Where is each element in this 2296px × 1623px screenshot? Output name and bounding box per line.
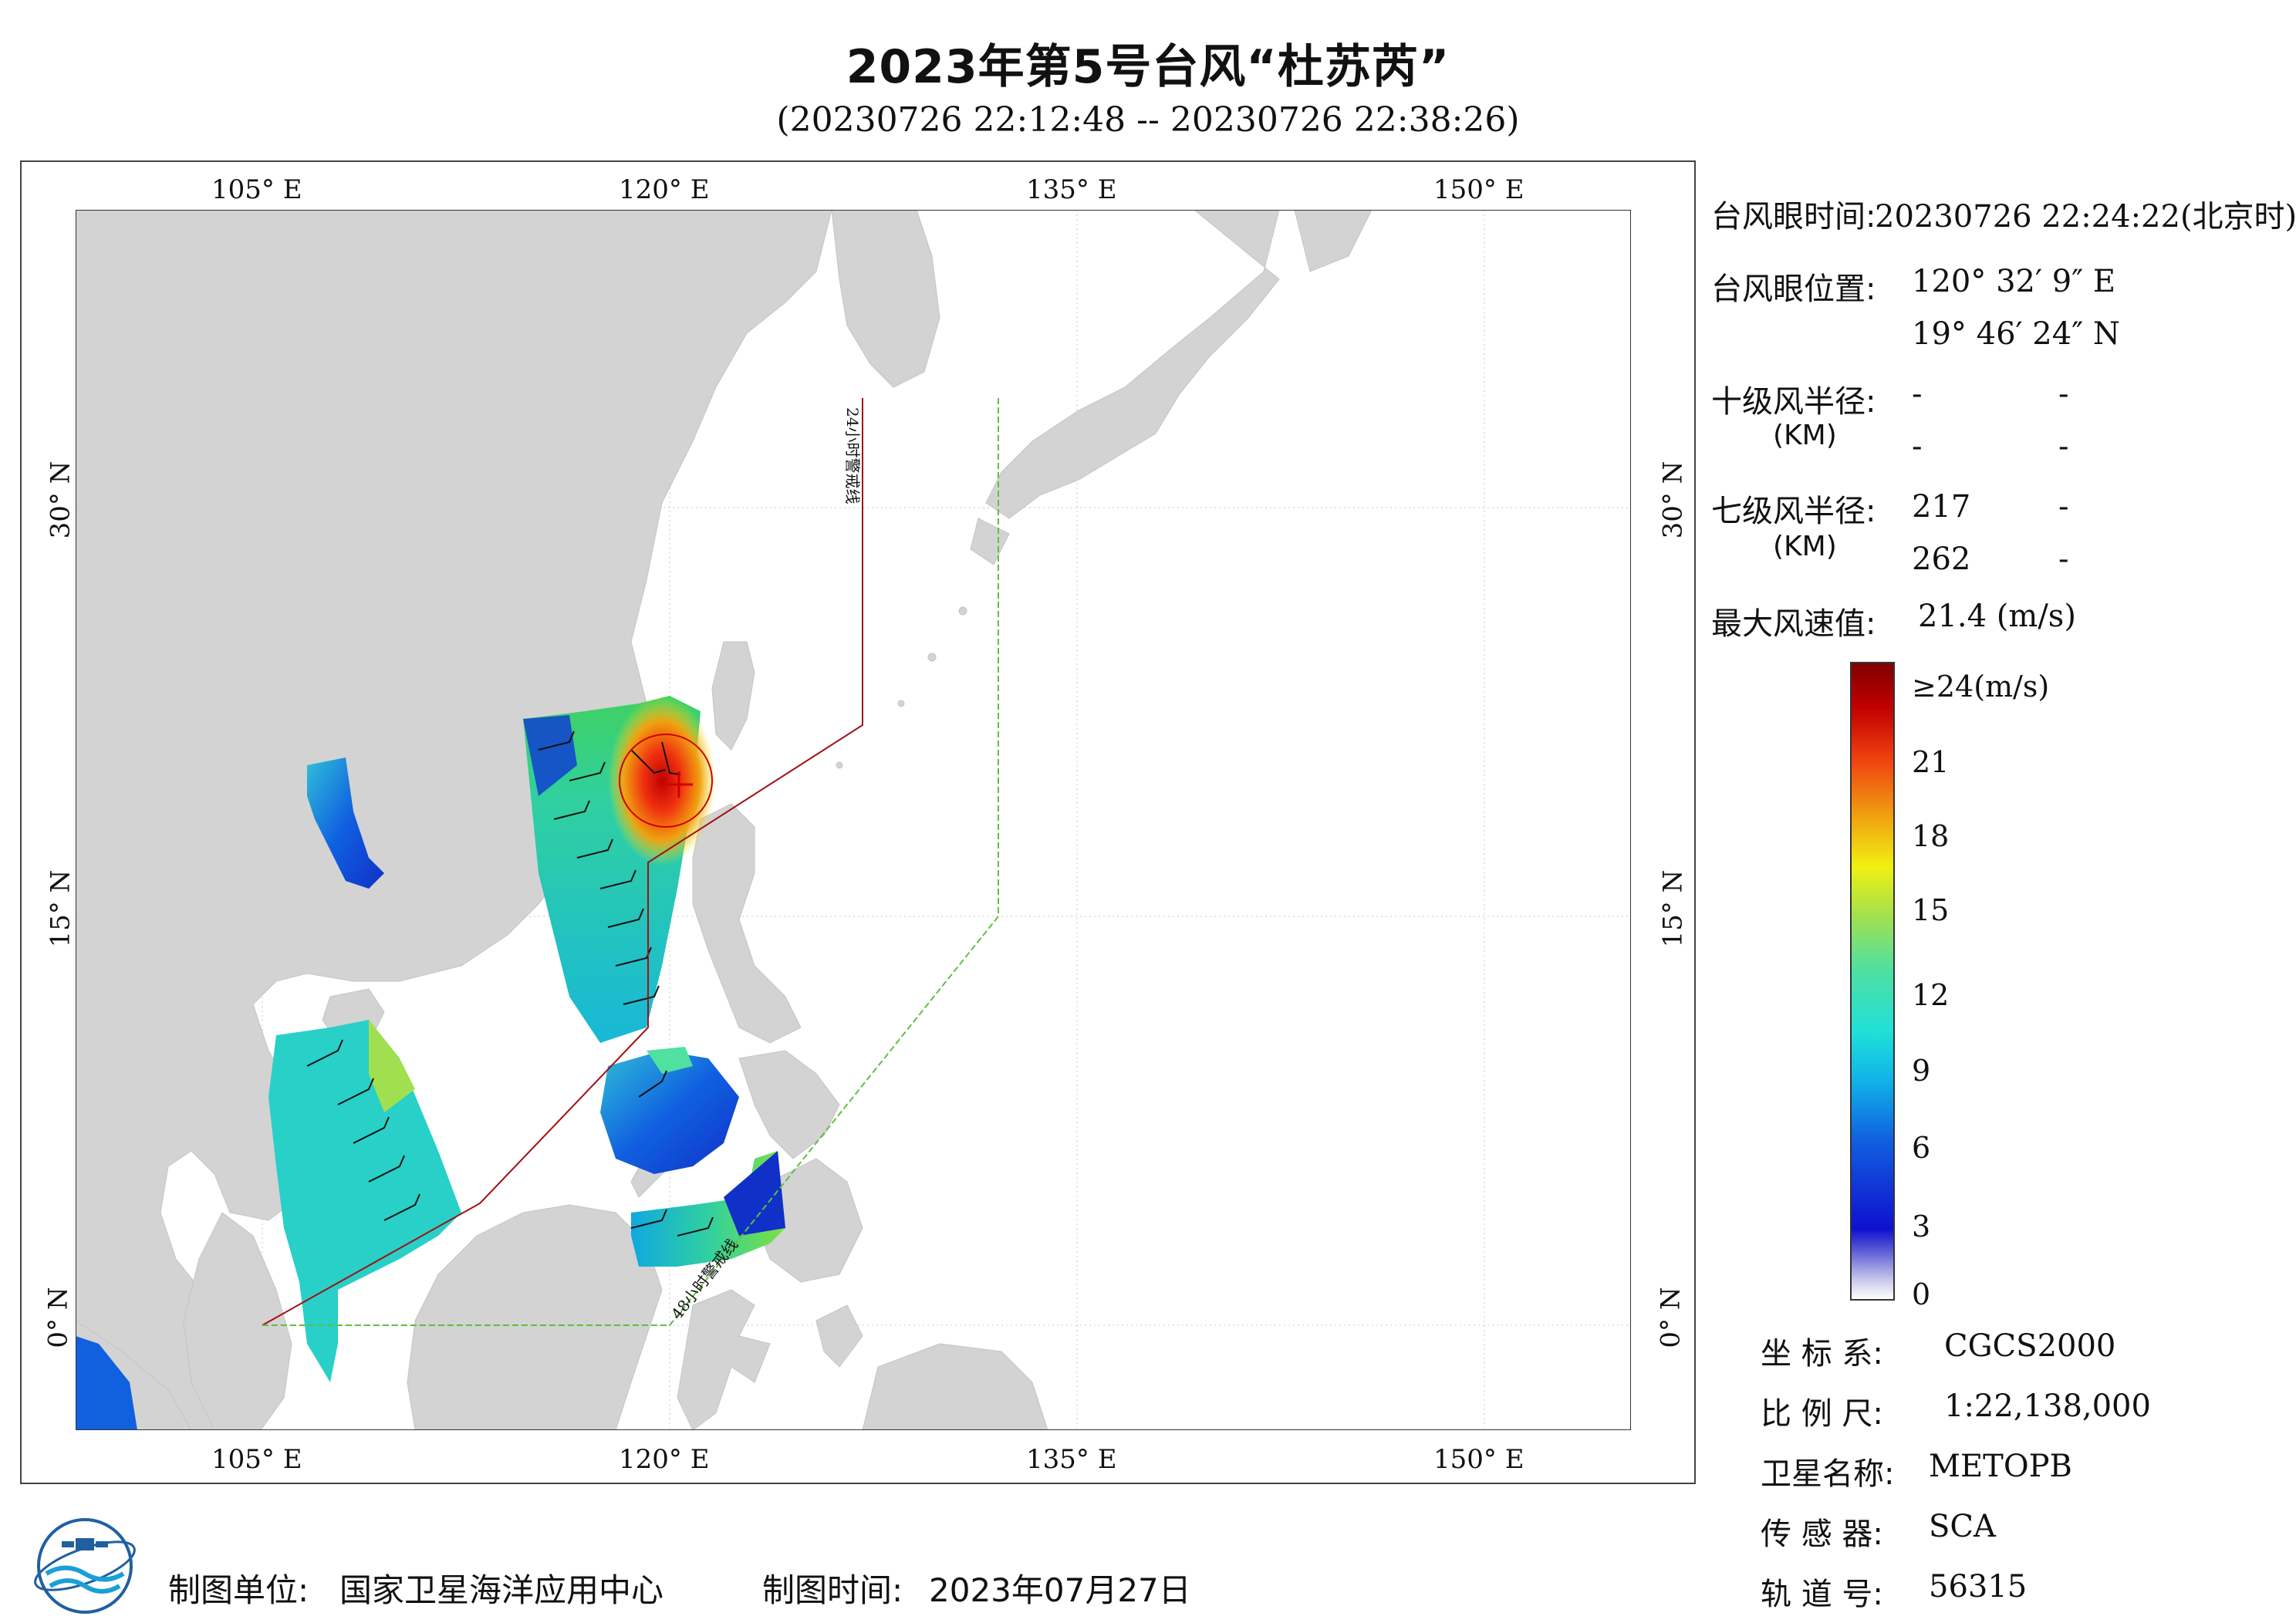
map-frame (20, 160, 1696, 1484)
colorbar-tick-21: 21 (1912, 745, 1950, 779)
swath-sulu (600, 1051, 739, 1174)
lat-label-left-15: 15° N (45, 869, 76, 948)
r10-v1: - (1912, 376, 1923, 412)
colorbar-tick-0: 0 (1912, 1277, 1931, 1311)
swath-south (268, 1020, 461, 1382)
r10-v2: - (2058, 376, 2069, 412)
eye-lon: 120° 32′ 9″ E (1912, 264, 2116, 299)
colorbar-tick-15: 15 (1912, 893, 1950, 927)
typhoon-eye-marker (619, 734, 713, 828)
org-value: 国家卫星海洋应用中心 (339, 1571, 664, 1609)
crs-label: 坐 标 系: (1761, 1336, 1883, 1372)
warning-line-24h (262, 398, 863, 1326)
swath-south-green (369, 1020, 415, 1112)
eye-time-label: 台风眼时间: (1711, 199, 1876, 235)
warning-24h-label: 24小时警戒线 (843, 407, 862, 504)
r10-unit: (KM) (1773, 420, 1837, 451)
colorbar-tick-9: 9 (1912, 1054, 1931, 1088)
lat-label-right-0: 0° N (1655, 1287, 1687, 1348)
r7-v4: - (2058, 542, 2069, 577)
r7-unit: (KM) (1773, 531, 1837, 562)
lon-label-bottom-150: 150° E (1433, 1444, 1524, 1475)
lon-label-bottom-120: 120° E (619, 1444, 710, 1475)
swath-celebes (631, 1151, 785, 1267)
lon-label-top-150: 150° E (1433, 174, 1524, 205)
date-label: 制图时间: (762, 1571, 903, 1609)
lon-label-top-135: 135° E (1026, 174, 1117, 205)
warning-line-48h (262, 398, 999, 1326)
lat-label-right-30: 30° N (1657, 461, 1689, 539)
scale-value: 1:22,138,000 (1944, 1388, 2151, 1424)
max-wind-value: 21.4 (m/s) (1918, 599, 2076, 634)
lat-label-right-15: 15° N (1657, 869, 1689, 948)
wind-swaths (76, 696, 785, 1430)
swath-typhoon-core (608, 696, 716, 865)
map-subtitle: (20230726 22:12:48 -- 20230726 22:38:26) (776, 100, 1520, 140)
scale-label: 比 例 尺: (1761, 1396, 1883, 1432)
r7-v2: - (2058, 489, 2069, 525)
org-label: 制图单位: (168, 1571, 309, 1609)
satellite-value: METOPB (1929, 1449, 2072, 1484)
lon-label-bottom-105: 105° E (211, 1444, 302, 1475)
swath-sulu-green (647, 1047, 693, 1074)
wind-speed-colorbar (1850, 662, 1895, 1301)
swath-corner (76, 1336, 137, 1430)
r10-v3: - (1912, 429, 1923, 464)
orbit-value: 56315 (1929, 1569, 2028, 1604)
r7-v1: 217 (1912, 489, 1971, 525)
lat-label-left-30: 30° N (45, 461, 76, 539)
lon-label-bottom-135: 135° E (1026, 1444, 1117, 1475)
r10-label: 十级风半径: (1711, 384, 1876, 420)
orbit-label: 轨 道 号: (1761, 1577, 1883, 1612)
lon-label-top-120: 120° E (619, 174, 710, 205)
satellite-label: 卫星名称: (1761, 1456, 1895, 1492)
colorbar-tick-6: 6 (1912, 1131, 1931, 1165)
swath-celebes-blue (724, 1151, 785, 1236)
wind-field-map[interactable]: 24小时警戒线 48小时警戒线 (76, 210, 1631, 1430)
nsoas-logo-icon (34, 1518, 136, 1614)
crs-value: CGCS2000 (1944, 1328, 2116, 1364)
colorbar-tick-3: 3 (1912, 1210, 1931, 1243)
colorbar-tick-12: 12 (1912, 978, 1950, 1012)
lat-label-left-0: 0° N (42, 1287, 74, 1348)
swath-tonkin (307, 758, 384, 889)
r7-v3: 262 (1912, 542, 1971, 577)
sensor-value: SCA (1929, 1509, 1996, 1544)
map-title: 2023年第5号台风“杜苏芮” (846, 40, 1450, 94)
r7-label: 七级风半径: (1711, 494, 1876, 529)
r10-v4: - (2058, 429, 2069, 464)
max-wind-label: 最大风速值: (1711, 606, 1876, 642)
wind-barbs (306, 731, 714, 1237)
lon-label-top-105: 105° E (211, 174, 302, 205)
swath-scs-blue (523, 715, 577, 796)
sensor-label: 传 感 器: (1761, 1517, 1883, 1552)
eye-time-value: 20230726 22:24:22(北京时) (1875, 199, 2296, 235)
eye-pos-label: 台风眼位置: (1711, 272, 1876, 307)
colorbar-tick-24: ≥24(m/s) (1912, 670, 2050, 704)
date-value: 2023年07月27日 (929, 1571, 1191, 1609)
eye-lat: 19° 46′ 24″ N (1912, 316, 2120, 352)
colorbar-tick-18: 18 (1912, 819, 1950, 853)
